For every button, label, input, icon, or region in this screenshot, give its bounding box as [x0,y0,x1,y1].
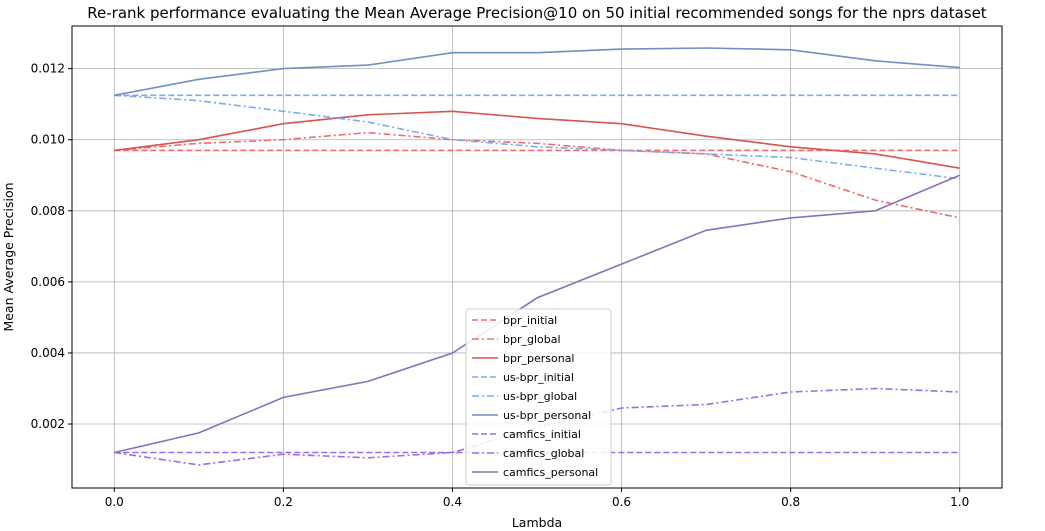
x-tick-label: 0.8 [781,495,800,509]
y-tick-label: 0.002 [31,417,65,431]
x-tick-label: 0.6 [612,495,631,509]
y-axis-label: Mean Average Precision [1,182,16,331]
gridlines [72,26,1002,488]
y-tick-label: 0.012 [31,62,65,76]
legend-label-camfics_personal: camfics_personal [503,466,598,479]
x-tick-label: 0.4 [443,495,462,509]
series-line-us-bpr_global [114,94,960,180]
legend-label-us-bpr_initial: us-bpr_initial [503,371,574,384]
legend-label-bpr_initial: bpr_initial [503,314,557,327]
legend: bpr_initial bpr_global bpr_personal us-bpr_… [465,308,612,486]
y-axis: 0.002 0.004 0.006 0.008 0.010 0.012 [31,62,72,431]
y-tick-label: 0.008 [31,204,65,218]
series-line-us-bpr_personal [114,47,960,97]
series-line-bpr_global [114,131,960,219]
y-tick-label: 0.010 [31,133,65,147]
legend-label-bpr_personal: bpr_personal [503,352,575,365]
series-lines [114,47,961,466]
chart-title: Re-rank performance evaluating the Mean … [87,4,987,22]
x-tick-label: 1.0 [950,495,969,509]
series-line-bpr_personal [114,110,960,169]
series-line-camfics_personal [114,174,961,454]
legend-label-camfics_global: camfics_global [503,447,584,460]
plot-frame [71,25,1003,489]
y-tick-label: 0.004 [31,346,65,360]
x-tick-label: 0.2 [274,495,293,509]
x-axis: 0.0 0.2 0.4 0.6 0.8 1.0 [105,488,969,509]
legend-label-us-bpr_global: us-bpr_global [503,390,577,403]
legend-label-us-bpr_personal: us-bpr_personal [503,409,591,422]
x-axis-label: Lambda [512,515,562,530]
legend-box [465,308,612,486]
x-tick-label: 0.0 [105,495,124,509]
y-tick-label: 0.006 [31,275,65,289]
legend-label-camfics_initial: camfics_initial [503,428,581,441]
legend-label-bpr_global: bpr_global [503,333,561,346]
